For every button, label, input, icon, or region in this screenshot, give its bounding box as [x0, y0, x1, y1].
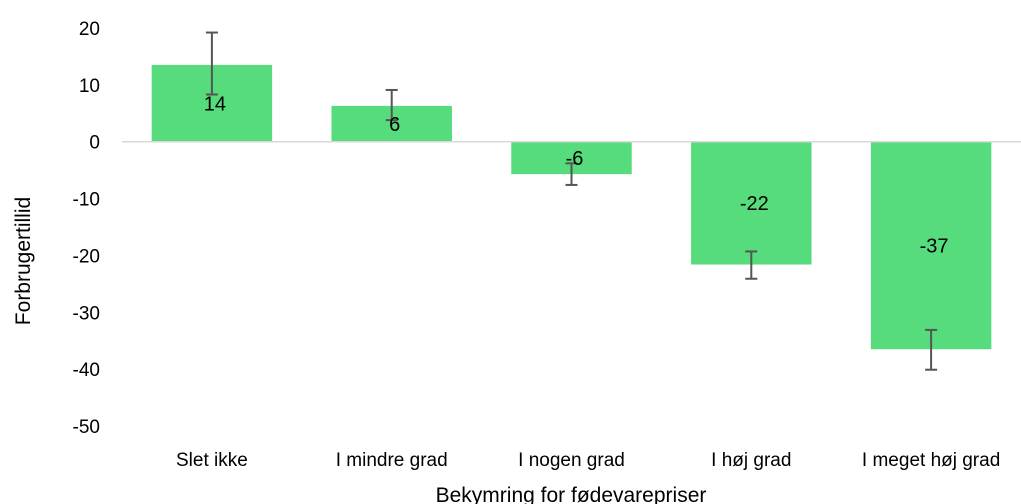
y-tick-label: -40: [73, 360, 100, 381]
y-tick-label: 0: [89, 133, 100, 154]
error-bar: [565, 162, 578, 186]
x-axis-title: Bekymring for fødevarepriser: [436, 484, 707, 504]
error-bars: [205, 31, 938, 371]
data-labels: 14 6 -6 -22 -37: [204, 93, 949, 257]
y-tick-label: 10: [79, 76, 100, 97]
x-axis-ticks: Slet ikke I mindre grad I nogen grad I høj …: [176, 450, 1000, 471]
error-bar: [205, 31, 218, 96]
bars: [151, 64, 992, 350]
x-tick-label: I nogen grad: [518, 450, 625, 471]
data-label: -22: [740, 193, 769, 215]
y-tick-label: -50: [73, 417, 100, 438]
data-label: -37: [920, 235, 949, 257]
data-label: 14: [204, 93, 226, 115]
x-tick-label: I høj grad: [711, 450, 791, 471]
y-tick-label: -20: [73, 246, 100, 267]
y-tick-label: -10: [73, 190, 100, 211]
y-tick-label: 20: [79, 19, 100, 40]
x-tick-label: Slet ikke: [176, 450, 248, 471]
data-label: 6: [389, 114, 400, 136]
x-tick-label: I meget høj grad: [862, 450, 1000, 471]
bar: [691, 141, 812, 265]
data-label: -6: [566, 148, 584, 170]
bar: [870, 141, 992, 350]
x-tick-label: I mindre grad: [336, 450, 448, 471]
y-axis-ticks: 20 10 0 -10 -20 -30 -40 -50: [73, 19, 100, 438]
error-bar: [925, 328, 938, 371]
error-bar: [745, 250, 758, 280]
y-tick-label: -30: [73, 303, 100, 324]
error-bar: [385, 88, 398, 122]
y-axis-title: Forbrugertillid: [12, 197, 35, 325]
